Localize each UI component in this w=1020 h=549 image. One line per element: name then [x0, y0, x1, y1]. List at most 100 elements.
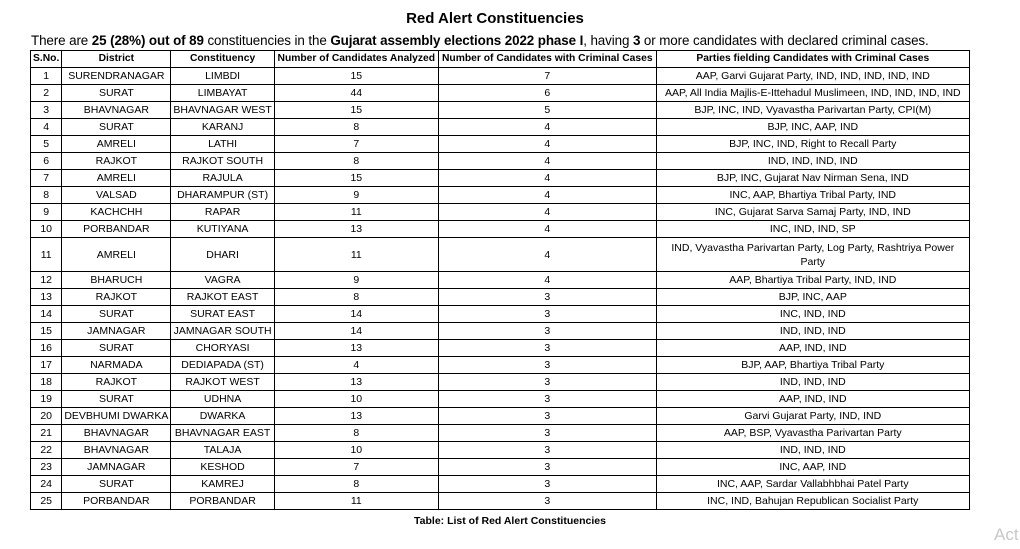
cell-candidates-analyzed: 8 — [273, 475, 439, 493]
table-row: 14 SURAT SURAT EAST 14 3 INC, IND, IND — [29, 305, 970, 323]
table-row: 21 BHAVNAGAR BHAVNAGAR EAST 8 3 AAP, BSP, Vya… — [29, 424, 970, 442]
cell-criminal-cases: 4 — [437, 271, 657, 289]
cell-sno: 2 — [29, 84, 63, 102]
cell-criminal-cases: 4 — [437, 169, 657, 187]
cell-candidates-analyzed: 8 — [273, 424, 439, 442]
cell-candidates-analyzed: 9 — [273, 186, 439, 204]
cell-candidates-analyzed: 13 — [273, 407, 439, 425]
cell-sno: 20 — [29, 407, 63, 425]
cell-candidates-analyzed: 7 — [273, 458, 439, 476]
cell-criminal-cases: 6 — [437, 84, 657, 102]
table-row: 8 VALSAD DHARAMPUR (ST) 9 4 INC, AAP, Bhartiy… — [29, 186, 970, 204]
cell-parties: Garvi Gujarat Party, IND, IND — [655, 407, 970, 425]
red-alert-table: S.No. District Constituency Number of Candi… — [29, 50, 970, 510]
cell-candidates-analyzed: 8 — [273, 118, 439, 136]
table-row: 6 RAJKOT RAJKOT SOUTH 8 4 IND, IND, IND, IND — [29, 152, 970, 170]
cell-district: AMRELI — [61, 237, 172, 272]
cell-district: PORBANDAR — [61, 492, 172, 510]
cell-constituency: KESHOD — [170, 458, 275, 476]
cell-candidates-analyzed: 4 — [273, 356, 439, 374]
cell-district: BHAVNAGAR — [61, 424, 172, 442]
cell-criminal-cases: 3 — [437, 424, 657, 442]
activate-windows-watermark: Act — [994, 525, 1019, 544]
document-title: Red Alert Constituencies — [406, 10, 584, 27]
cell-district: DEVBHUMI DWARKA — [61, 407, 172, 425]
cell-candidates-analyzed: 44 — [273, 84, 439, 102]
cell-sno: 19 — [29, 390, 63, 408]
cell-sno: 4 — [29, 118, 63, 136]
intro-part: , having — [583, 33, 633, 48]
cell-parties: IND, Vyavastha Parivartan Party, Log Par… — [655, 237, 970, 272]
cell-sno: 22 — [29, 441, 63, 459]
cell-district: JAMNAGAR — [61, 458, 172, 476]
cell-parties: BJP, INC, Gujarat Nav Nirman Sena, IND — [655, 169, 970, 187]
cell-sno: 18 — [29, 373, 63, 391]
cell-constituency: KUTIYANA — [170, 220, 275, 238]
cell-sno: 8 — [29, 186, 63, 204]
cell-criminal-cases: 3 — [437, 441, 657, 459]
cell-candidates-analyzed: 10 — [273, 390, 439, 408]
cell-sno: 11 — [29, 237, 63, 272]
cell-criminal-cases: 4 — [437, 237, 657, 272]
cell-constituency: KAMREJ — [170, 475, 275, 493]
cell-criminal-cases: 5 — [437, 101, 657, 119]
cell-constituency: BHAVNAGAR EAST — [170, 424, 275, 442]
cell-parties: AAP, Bhartiya Tribal Party, IND, IND — [655, 271, 970, 289]
header-sno: S.No. — [29, 50, 63, 68]
cell-candidates-analyzed: 8 — [273, 152, 439, 170]
cell-district: SURENDRANAGAR — [61, 67, 172, 85]
table-row: 22 BHAVNAGAR TALAJA 10 3 IND, IND, IND — [29, 441, 970, 459]
cell-sno: 14 — [29, 305, 63, 323]
table-row: 1 SURENDRANAGAR LIMBDI 15 7 AAP, Garvi Gujara… — [29, 67, 970, 85]
cell-criminal-cases: 3 — [437, 339, 657, 357]
cell-criminal-cases: 3 — [437, 407, 657, 425]
cell-district: SURAT — [61, 390, 172, 408]
cell-district: BHAVNAGAR — [61, 101, 172, 119]
cell-parties: INC, AAP, Bhartiya Tribal Party, IND — [655, 186, 970, 204]
header-criminal-cases: Number of Candidates with Criminal Cases — [437, 50, 657, 68]
cell-sno: 15 — [29, 322, 63, 340]
cell-district: SURAT — [61, 339, 172, 357]
cell-sno: 17 — [29, 356, 63, 374]
cell-parties: IND, IND, IND — [655, 441, 970, 459]
intro-part: constituencies in the — [203, 33, 331, 48]
cell-district: VALSAD — [61, 186, 172, 204]
table-row: 12 BHARUCH VAGRA 9 4 AAP, Bhartiya Tribal Par… — [29, 271, 970, 289]
cell-candidates-analyzed: 13 — [273, 373, 439, 391]
cell-parties: BJP, INC, AAP — [655, 288, 970, 306]
table-row: 20 DEVBHUMI DWARKA DWARKA 13 3 Garvi Gujarat … — [29, 407, 970, 425]
cell-candidates-analyzed: 15 — [273, 169, 439, 187]
table-row: 25 PORBANDAR PORBANDAR 11 3 INC, IND, Bahujan… — [29, 492, 970, 510]
cell-criminal-cases: 4 — [437, 220, 657, 238]
cell-parties: INC, Gujarat Sarva Samaj Party, IND, IND — [655, 203, 970, 221]
header-parties: Parties fielding Candidates with Crimina… — [655, 50, 970, 68]
cell-criminal-cases: 3 — [437, 288, 657, 306]
table-row: 16 SURAT CHORYASI 13 3 AAP, IND, IND — [29, 339, 970, 357]
cell-criminal-cases: 3 — [437, 475, 657, 493]
intro-part: or more candidates with declared crimina… — [640, 33, 929, 48]
cell-district: SURAT — [61, 475, 172, 493]
cell-constituency: DEDIAPADA (ST) — [170, 356, 275, 374]
cell-sno: 9 — [29, 203, 63, 221]
cell-sno: 6 — [29, 152, 63, 170]
cell-parties: IND, IND, IND — [655, 322, 970, 340]
cell-candidates-analyzed: 14 — [273, 305, 439, 323]
cell-candidates-analyzed: 15 — [273, 67, 439, 85]
cell-sno: 3 — [29, 101, 63, 119]
cell-constituency: LIMBDI — [170, 67, 275, 85]
cell-sno: 16 — [29, 339, 63, 357]
header-constituency: Constituency — [170, 50, 275, 68]
cell-constituency: CHORYASI — [170, 339, 275, 357]
cell-parties: IND, IND, IND — [655, 373, 970, 391]
cell-sno: 21 — [29, 424, 63, 442]
intro-bold-election: Gujarat assembly elections 2022 phase I — [330, 33, 584, 48]
table-row: 19 SURAT UDHNA 10 3 AAP, IND, IND — [29, 390, 970, 408]
cell-criminal-cases: 3 — [437, 373, 657, 391]
cell-criminal-cases: 7 — [437, 67, 657, 85]
cell-parties: AAP, All India Majlis-E-Ittehadul Muslim… — [655, 84, 970, 102]
table-row: 10 PORBANDAR KUTIYANA 13 4 INC, IND, IND, SP — [29, 220, 970, 238]
cell-criminal-cases: 3 — [437, 458, 657, 476]
table-row: 7 AMRELI RAJULA 15 4 BJP, INC, Gujarat Nav Ni… — [29, 169, 970, 187]
cell-constituency: RAJKOT EAST — [170, 288, 275, 306]
cell-criminal-cases: 4 — [437, 118, 657, 136]
